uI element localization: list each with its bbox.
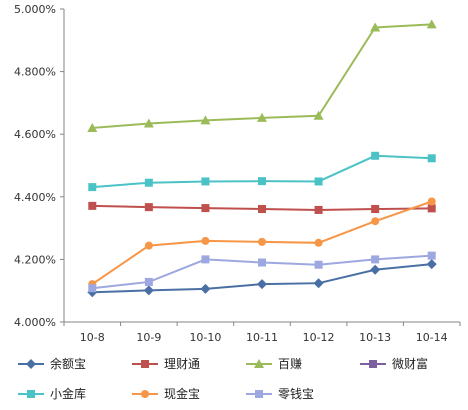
legend-item-零钱宝: 零钱宝 xyxy=(246,386,314,401)
legend-item-小金库: 小金库 xyxy=(18,386,86,401)
data-point xyxy=(200,115,211,125)
legend-marker xyxy=(254,359,264,368)
data-point xyxy=(88,201,97,210)
x-tick-label: 10-14 xyxy=(416,331,448,344)
y-tick-label: 4.200% xyxy=(14,253,56,266)
data-point xyxy=(427,204,436,213)
data-point xyxy=(313,278,324,289)
legend-label: 百赚 xyxy=(278,356,302,371)
data-point xyxy=(144,241,153,250)
data-point xyxy=(200,283,211,294)
x-tick-label: 10-11 xyxy=(246,331,278,344)
y-tick-label: 4.400% xyxy=(14,191,56,204)
data-point xyxy=(426,19,437,29)
data-point xyxy=(314,177,323,186)
x-tick-label: 10-8 xyxy=(80,331,105,344)
data-point xyxy=(257,112,267,122)
y-tick-label: 4.800% xyxy=(14,66,56,79)
data-point xyxy=(144,277,153,286)
data-point xyxy=(144,178,153,187)
legend-marker xyxy=(141,390,149,398)
x-tick-label: 10-12 xyxy=(303,331,335,344)
legend-item-理财通: 理财通 xyxy=(132,357,200,371)
data-point xyxy=(201,204,210,213)
legend-marker xyxy=(369,360,377,368)
data-point xyxy=(427,154,436,163)
data-point xyxy=(314,205,323,214)
data-point xyxy=(88,183,97,192)
data-point xyxy=(258,177,266,186)
y-tick-label: 5.000% xyxy=(14,3,56,16)
data-point xyxy=(371,217,380,226)
data-point xyxy=(201,177,210,186)
data-point xyxy=(427,251,436,260)
data-point xyxy=(314,238,323,247)
series-理财通 xyxy=(88,201,436,214)
legend-label: 余额宝 xyxy=(50,356,86,371)
series-零钱宝 xyxy=(88,251,436,293)
axes: 4.000% 4.200% 4.400% 4.600% 4.800% 5.000% 10-8… xyxy=(14,3,461,344)
data-point xyxy=(258,237,266,246)
x-tick-label: 10-13 xyxy=(359,331,391,344)
data-point xyxy=(371,205,380,214)
series-小金库 xyxy=(88,151,436,192)
data-point xyxy=(258,258,266,267)
legend-marker xyxy=(255,390,263,398)
legend-item-微财富: 微财富 xyxy=(360,356,428,371)
series-百赚 xyxy=(87,19,437,132)
data-point xyxy=(314,260,323,269)
data-point xyxy=(143,285,154,296)
legend-label: 理财通 xyxy=(164,357,200,371)
legend-label: 微财富 xyxy=(392,356,428,371)
y-tick-label: 4.600% xyxy=(14,128,56,141)
legend-label: 小金库 xyxy=(50,386,86,401)
legend-item-现金宝: 现金宝 xyxy=(132,386,200,401)
legend-marker xyxy=(26,359,36,369)
data-point xyxy=(201,236,210,245)
data-point xyxy=(258,205,266,214)
data-point xyxy=(87,122,98,132)
legend-item-余额宝: 余额宝 xyxy=(18,356,86,371)
data-point xyxy=(370,264,381,275)
y-tick-label: 4.000% xyxy=(14,316,56,329)
x-tick-label: 10-10 xyxy=(189,331,221,344)
data-point xyxy=(427,197,436,206)
data-point xyxy=(370,22,381,32)
legend-marker xyxy=(141,360,149,368)
series-现金宝 xyxy=(88,197,436,289)
legend-item-百赚: 百赚 xyxy=(246,356,302,371)
data-point xyxy=(257,279,267,290)
data-point xyxy=(201,255,210,264)
data-point xyxy=(371,151,380,160)
data-point xyxy=(371,255,380,264)
data-point xyxy=(426,259,437,270)
data-point xyxy=(143,118,154,128)
series-line xyxy=(92,23,432,129)
legend-label: 零钱宝 xyxy=(278,386,314,401)
series-layer xyxy=(87,19,437,298)
data-point xyxy=(88,284,97,293)
data-point xyxy=(313,110,324,120)
legend-marker xyxy=(27,390,35,398)
x-tick-label: 10-9 xyxy=(136,331,161,344)
data-point xyxy=(144,203,153,212)
legend-label: 现金宝 xyxy=(164,386,200,401)
